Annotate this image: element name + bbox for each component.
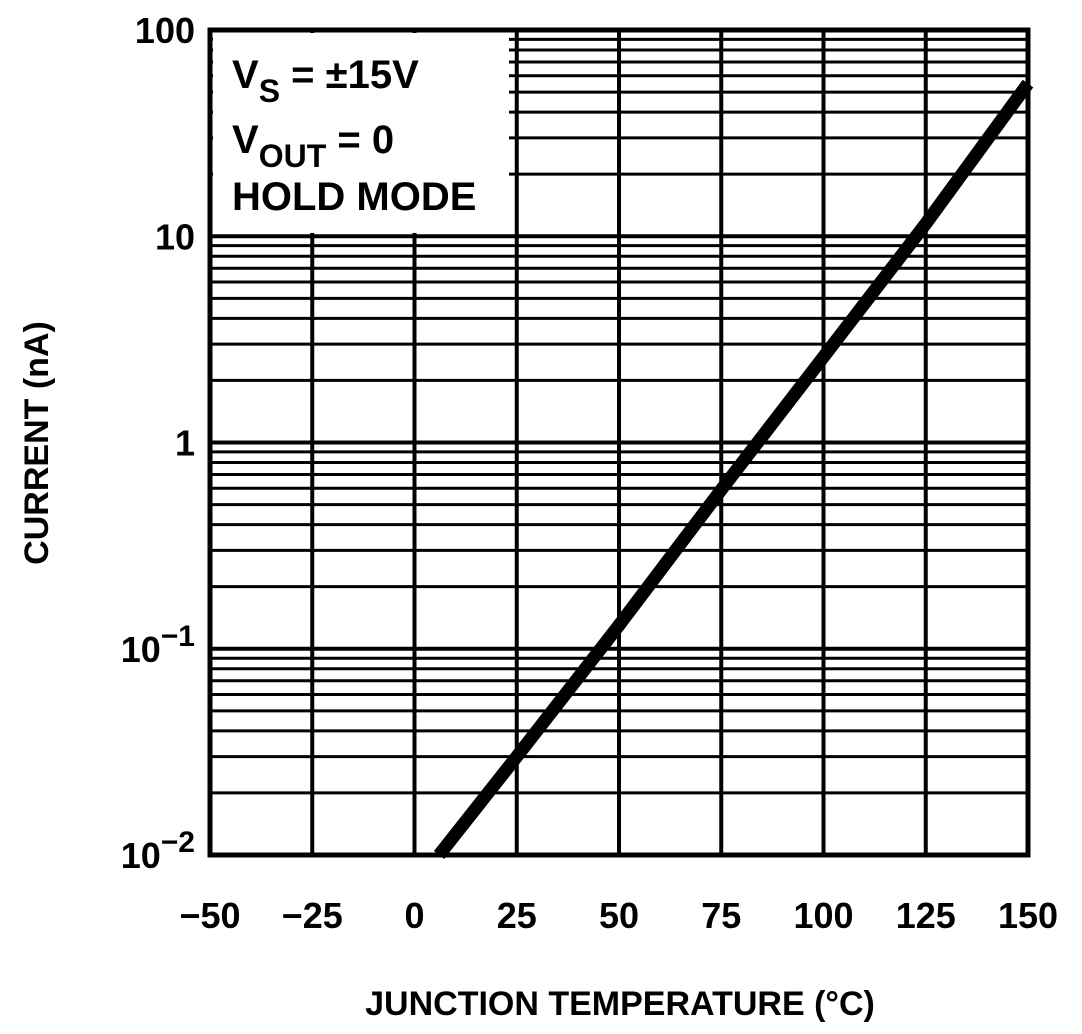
legend-line: VS = ±15V xyxy=(232,53,419,109)
y-tick-label: 10−1 xyxy=(121,620,195,670)
x-tick-label: 125 xyxy=(896,895,956,936)
x-tick-label: 75 xyxy=(701,895,741,936)
y-tick-label: 1 xyxy=(175,423,195,464)
y-axis-label: CURRENT (nA) xyxy=(18,321,56,565)
legend-background xyxy=(213,33,509,233)
x-tick-label: 150 xyxy=(998,895,1058,936)
y-tick-label: 10 xyxy=(155,216,195,257)
x-tick-label: 0 xyxy=(404,895,424,936)
grid xyxy=(207,27,1031,858)
legend-line: VOUT = 0 xyxy=(232,118,394,174)
x-tick-label: −25 xyxy=(282,895,343,936)
y-tick-labels: 100 10 1 10−1 10−2 xyxy=(121,10,195,876)
x-tick-label: −50 xyxy=(179,895,240,936)
x-axis-label: JUNCTION TEMPERATURE (°C) xyxy=(365,985,875,1023)
x-tick-label: 50 xyxy=(599,895,639,936)
legend-line: HOLD MODE xyxy=(232,175,476,219)
x-tick-labels: −50 −25 0 25 50 75 100 125 150 xyxy=(179,895,1058,936)
x-tick-label: 100 xyxy=(793,895,853,936)
y-tick-label: 10−2 xyxy=(121,826,195,876)
y-tick-label: 100 xyxy=(135,10,195,51)
x-tick-label: 25 xyxy=(497,895,537,936)
series-line xyxy=(433,79,1034,860)
series xyxy=(433,79,1034,860)
